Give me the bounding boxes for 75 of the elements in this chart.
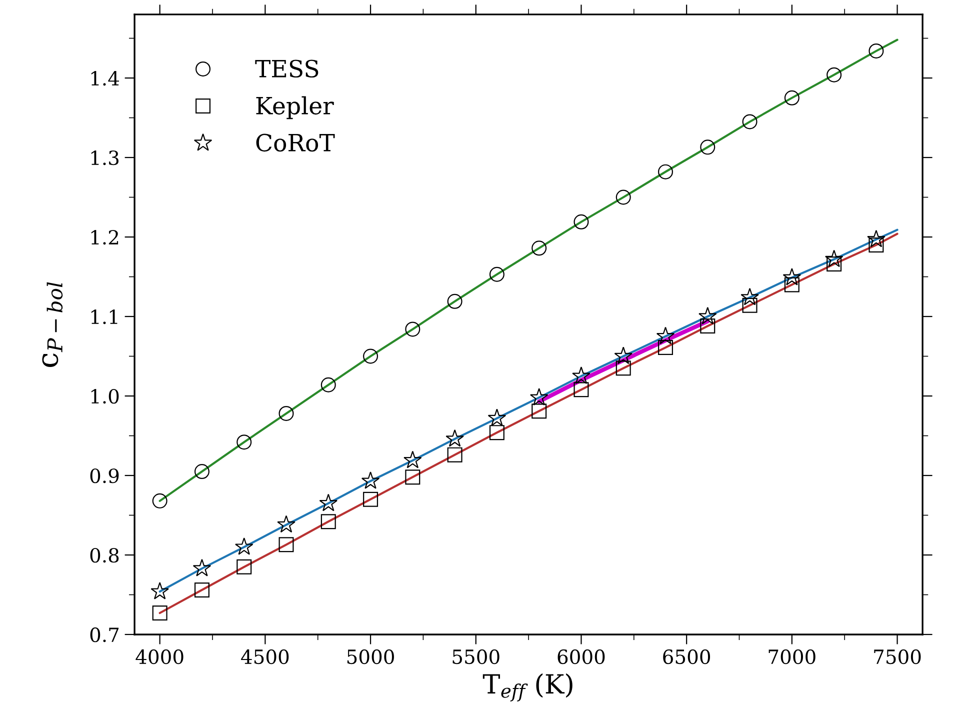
point: [278, 537, 294, 552]
point: [405, 322, 420, 337]
point: [532, 404, 547, 419]
point: [320, 377, 336, 392]
point: [234, 537, 254, 555]
y-tick-label: 1.2: [91, 230, 118, 245]
point: [616, 360, 631, 376]
legend-label: CoRoT: [256, 134, 335, 152]
point: [784, 90, 800, 106]
legend-label: Kepler: [256, 96, 334, 120]
point: [867, 230, 886, 248]
point: [784, 277, 800, 292]
point: [826, 256, 842, 272]
point: [150, 582, 169, 600]
point: [698, 306, 717, 324]
point: [700, 318, 716, 334]
x-tick-label: 7000: [768, 649, 816, 664]
point: [363, 348, 378, 364]
x-tick-label: 6500: [663, 649, 710, 664]
point: [616, 190, 631, 205]
x-tick-label: 4500: [241, 649, 289, 664]
y-tick-label: 1.0: [91, 388, 119, 404]
point: [236, 559, 252, 574]
point: [319, 494, 338, 512]
point: [740, 288, 759, 306]
point: [532, 240, 547, 256]
point: [574, 214, 589, 230]
point: [404, 450, 422, 468]
x-tick-label: 7500: [874, 649, 921, 664]
x-tick-label: 4000: [136, 649, 184, 664]
point: [614, 346, 633, 364]
point: [320, 514, 336, 530]
point: [236, 434, 252, 450]
x-tick-label: 5000: [347, 649, 394, 664]
y-tick-label: 1.1: [91, 309, 118, 324]
point: [446, 429, 464, 447]
point: [194, 464, 210, 480]
point: [194, 582, 210, 598]
point: [572, 366, 590, 384]
point: [574, 382, 589, 398]
point: [363, 492, 378, 507]
point: [489, 266, 504, 282]
point: [782, 268, 802, 286]
y-axis-title: c$_{P−bol}$: [42, 282, 63, 368]
point: [658, 340, 674, 356]
point: [192, 558, 212, 576]
point: [530, 388, 548, 406]
y-tick-label: 0.8: [90, 548, 119, 563]
point: [742, 298, 758, 313]
point: [868, 43, 884, 58]
x-axis-title: T$_{eff}$ (K): [482, 673, 572, 702]
x-tick-label: 6000: [558, 649, 605, 664]
x-tick-label: 5500: [452, 649, 500, 664]
legend-label: TESS: [255, 60, 318, 78]
point: [742, 114, 758, 130]
point: [447, 294, 462, 309]
point: [824, 250, 844, 268]
point: [152, 606, 168, 621]
point: [405, 470, 420, 485]
point: [656, 326, 675, 344]
point: [700, 140, 716, 155]
y-tick-label: 0.7: [90, 627, 119, 642]
point: [447, 447, 462, 462]
y-tick-label: 1.3: [91, 150, 119, 166]
point: [277, 515, 296, 533]
y-tick-label: 1.4: [91, 70, 119, 86]
y-tick-label: 0.9: [90, 468, 119, 484]
point: [152, 493, 168, 508]
point: [826, 67, 842, 82]
point: [868, 237, 884, 252]
point: [489, 425, 504, 440]
point: [658, 164, 674, 180]
point: [488, 408, 506, 426]
point: [278, 406, 294, 421]
point: [361, 471, 380, 489]
